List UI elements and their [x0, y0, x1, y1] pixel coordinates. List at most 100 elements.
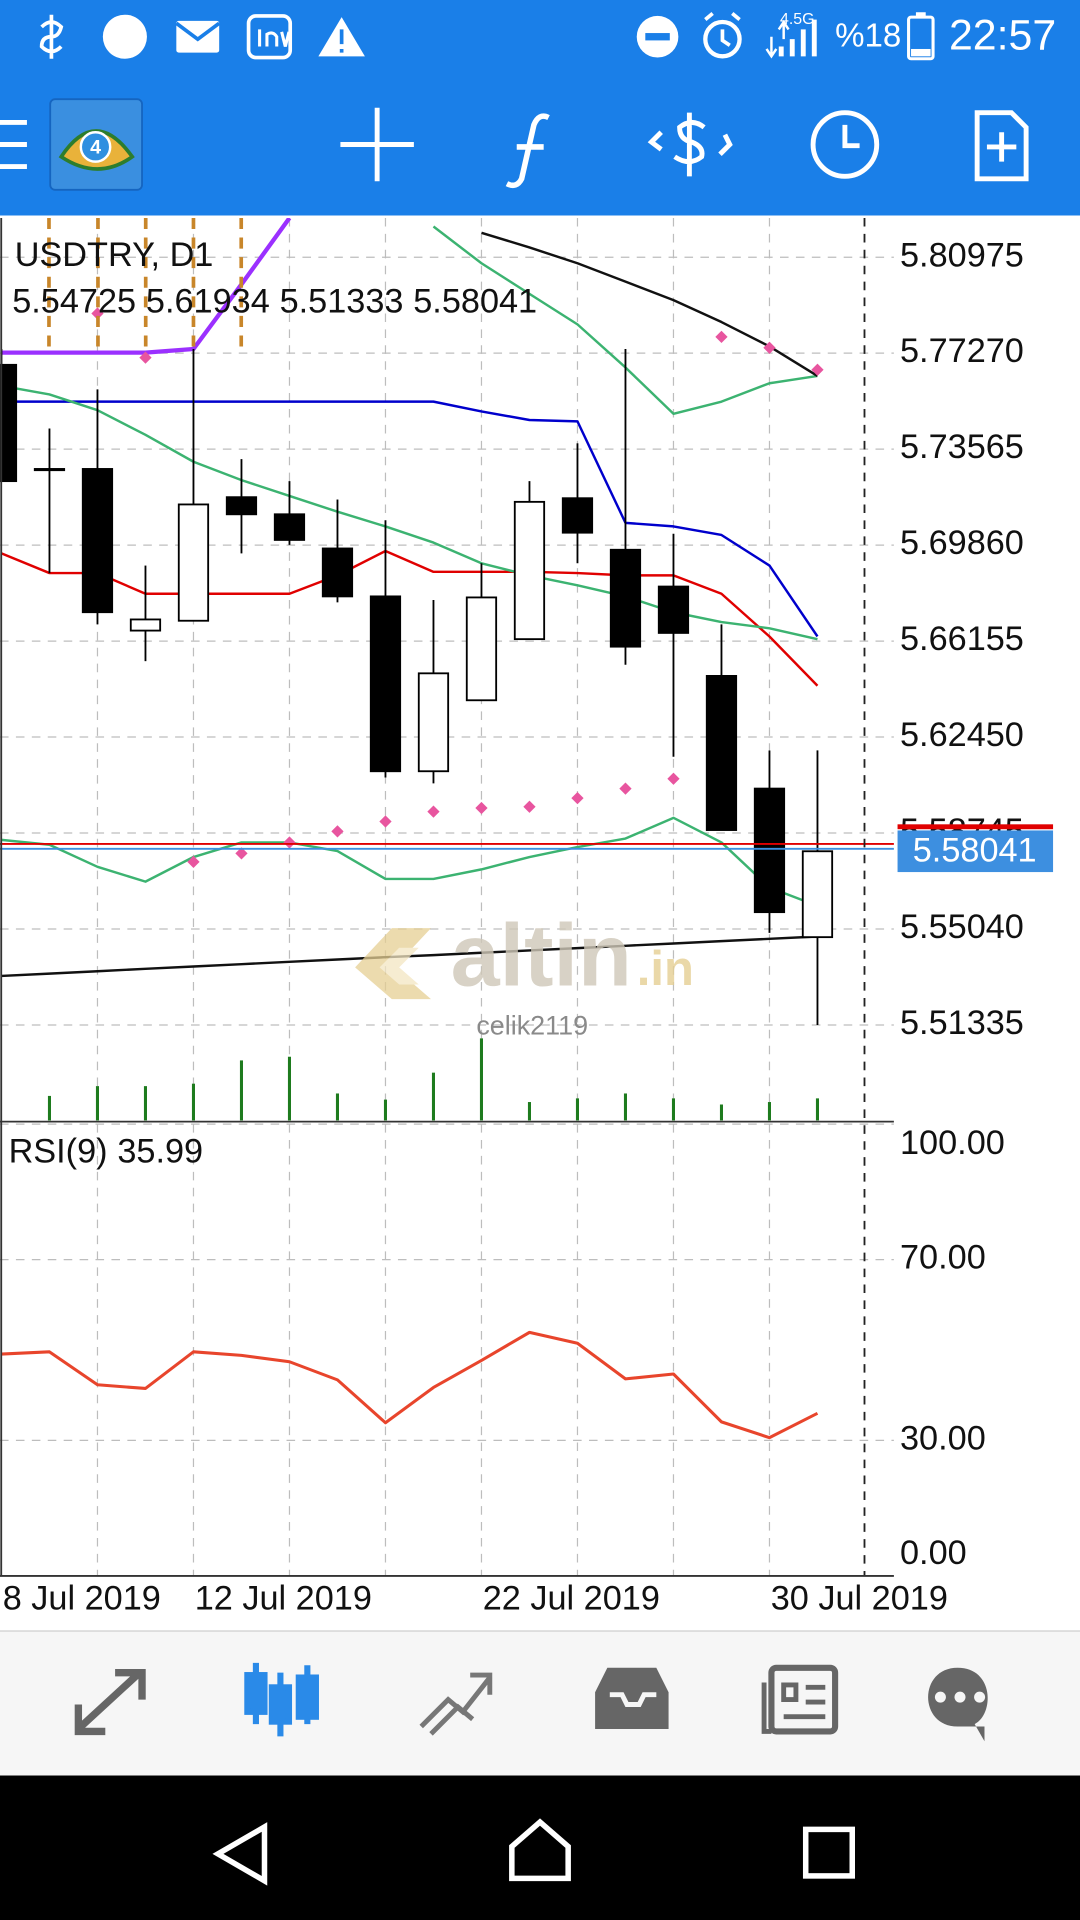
trade-tab[interactable] [419, 1672, 493, 1736]
y-tick-label: 5.66155 [900, 620, 1024, 658]
app-icon-label: 4 [90, 136, 101, 158]
circle-icon [102, 14, 147, 59]
candle-body [465, 596, 498, 702]
menu-button[interactable] [0, 120, 27, 169]
rsi-title: RSI(9) 35.99 [9, 1133, 204, 1171]
candle-body [177, 503, 210, 622]
overlays: 5.80975 5.77270 5.73565 5.69860 5.66155 5.624… [3, 236, 1054, 1617]
y-tick-label: 5.62450 [900, 716, 1024, 754]
candle-body [417, 672, 450, 773]
sar-dot [91, 307, 104, 320]
y-tick-label: 0.00 [900, 1534, 967, 1572]
y-tick-label: 5.73565 [900, 428, 1024, 466]
watermark-user: celik2119 [476, 1010, 588, 1040]
candle-body [609, 548, 642, 648]
candle-body [81, 468, 114, 614]
x-tick-label: 12 Jul 2019 [195, 1579, 372, 1617]
panel-borders [0, 217, 894, 1577]
y-tick-label: 5.51335 [900, 1004, 1024, 1042]
home-button[interactable] [509, 1818, 571, 1882]
recents-button[interactable] [802, 1826, 855, 1879]
indicator-line [1, 400, 819, 638]
candle-body [369, 595, 402, 773]
ohlc-label: 5.54725 5.61934 5.51333 5.58041 [12, 283, 537, 321]
x-tick-label: 8 Jul 2019 [3, 1579, 161, 1617]
bank-icon [39, 14, 64, 59]
main-chart [0, 217, 894, 1121]
candle-body [561, 497, 594, 534]
mail-icon [176, 20, 220, 53]
x-tick-label: 30 Jul 2019 [771, 1579, 948, 1617]
bottom-nav-icons [74, 1662, 988, 1742]
candle-body [753, 787, 786, 914]
indicator-line [481, 231, 819, 377]
chart-tab[interactable] [244, 1662, 319, 1737]
period-button[interactable] [810, 110, 880, 179]
sar-dot [187, 855, 200, 869]
sar-dot [763, 341, 776, 354]
candle-body [129, 618, 162, 632]
y-tick-label: 30.00 [900, 1419, 986, 1457]
new-order-button[interactable] [974, 110, 1029, 182]
ohlc-close: 5.58041 [413, 283, 537, 321]
x-tick-label: 22 Jul 2019 [483, 1579, 660, 1617]
y-tick-label: 5.77270 [900, 332, 1024, 370]
y-tick-label: 100.00 [900, 1124, 1005, 1162]
y-tick-label: 5.55040 [900, 908, 1024, 946]
indicator-line [1, 816, 818, 908]
sar-dot [379, 815, 392, 828]
decorations [47, 217, 244, 347]
price-label: 5.58041 [913, 832, 1037, 870]
chat-tab[interactable] [928, 1667, 988, 1742]
back-button[interactable] [212, 1822, 268, 1886]
rsi-value: 35.99 [117, 1133, 203, 1171]
candle-body [801, 850, 834, 939]
candle-body [321, 547, 354, 598]
ohlc-low: 5.51333 [280, 283, 404, 321]
candle-body [0, 363, 18, 483]
candle-body [513, 500, 546, 641]
sar-dot [475, 801, 488, 815]
clock: 22:57 [949, 11, 1056, 59]
system-buttons [212, 1818, 855, 1886]
indicators-button[interactable] [505, 113, 550, 189]
trade-button[interactable] [647, 112, 733, 177]
indicator-line [1, 549, 819, 687]
status-icons [39, 12, 935, 61]
battery-level: %18 [835, 18, 901, 55]
fractal-lines [47, 217, 244, 347]
price-label-bg [897, 830, 1054, 873]
sar-dot [667, 772, 680, 785]
ohlc-open: 5.54725 [12, 283, 136, 321]
chart-background [0, 215, 1080, 1632]
alarm-icon [703, 19, 742, 59]
ask-marker [897, 824, 1054, 830]
inv-icon [246, 14, 293, 60]
y-tick-label: 70.00 [900, 1239, 986, 1277]
signal-icon [778, 19, 817, 57]
sar-dot [811, 363, 824, 376]
watermark-suffix: .in [637, 942, 694, 996]
crosshair-button[interactable] [340, 107, 414, 182]
quotes-tab[interactable] [74, 1668, 146, 1736]
sar-dot [523, 800, 536, 813]
sar-dot [619, 782, 632, 795]
network-type: 4.5G [780, 11, 814, 28]
history-tab[interactable] [595, 1667, 669, 1729]
sar-dot [235, 847, 248, 860]
rsi-chart [0, 1123, 894, 1577]
news-tab[interactable] [768, 1664, 839, 1735]
rsi-name: RSI(9) [9, 1133, 108, 1171]
app-header [0, 0, 1080, 216]
ohlc-high: 5.61934 [146, 283, 270, 321]
watermark-brand: altin [451, 906, 632, 1005]
y-tick-label: 5.80975 [900, 236, 1024, 274]
watermark [355, 928, 432, 1000]
symbol-label: USDTRY, D1 [15, 236, 214, 274]
candle-body [273, 513, 306, 541]
candle-body [657, 585, 690, 634]
system-nav [0, 1775, 1080, 1920]
sar-dot [139, 351, 152, 364]
